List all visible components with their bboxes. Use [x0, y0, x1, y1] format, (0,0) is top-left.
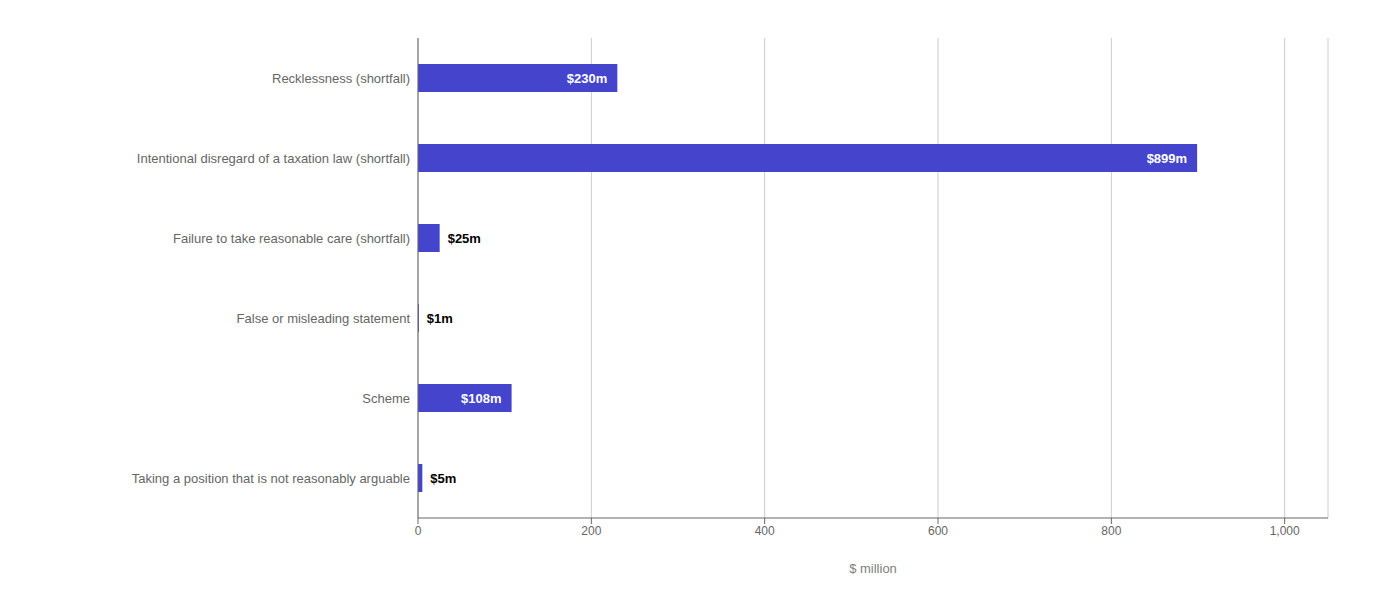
- svg-text:$108m: $108m: [461, 391, 501, 406]
- svg-text:$230m: $230m: [567, 71, 607, 86]
- svg-text:$5m: $5m: [430, 471, 456, 486]
- svg-text:0: 0: [415, 524, 422, 538]
- svg-text:False or misleading statement: False or misleading statement: [237, 311, 411, 326]
- svg-text:Intentional disregard of a tax: Intentional disregard of a taxation law …: [137, 151, 410, 166]
- svg-text:$ million: $ million: [849, 561, 897, 576]
- svg-text:$1m: $1m: [427, 311, 453, 326]
- svg-text:400: 400: [755, 524, 775, 538]
- svg-text:Taking a position that is not: Taking a position that is not reasonably…: [132, 471, 410, 486]
- svg-text:Recklessness (shortfall): Recklessness (shortfall): [272, 71, 410, 86]
- svg-text:Failure to take reasonable car: Failure to take reasonable care (shortfa…: [173, 231, 410, 246]
- svg-text:200: 200: [581, 524, 601, 538]
- svg-text:$899m: $899m: [1147, 151, 1187, 166]
- svg-text:Scheme: Scheme: [362, 391, 410, 406]
- svg-text:800: 800: [1101, 524, 1121, 538]
- svg-text:$25m: $25m: [448, 231, 481, 246]
- svg-text:1,000: 1,000: [1270, 524, 1300, 538]
- svg-text:600: 600: [928, 524, 948, 538]
